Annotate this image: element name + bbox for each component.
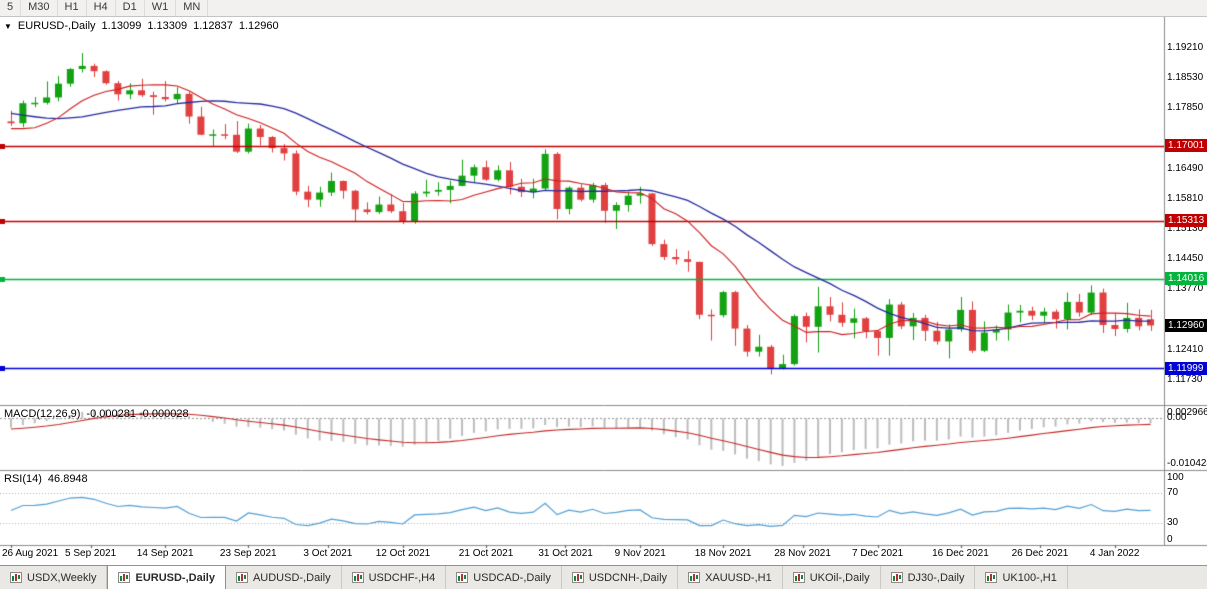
date-label: 31 Oct 2021: [538, 548, 593, 559]
chart-icon: [792, 572, 805, 583]
chart-tab-uk100-h1[interactable]: UK100-,H1: [975, 566, 1068, 589]
rsi-axis-label: 70: [1167, 487, 1179, 499]
timeframe-button-5[interactable]: 5: [0, 0, 22, 16]
date-label: 12 Oct 2021: [375, 548, 431, 559]
chart-icon: [985, 572, 998, 583]
timeframe-button-mn[interactable]: MN: [176, 0, 209, 16]
timeframe-button-m30[interactable]: M30: [21, 0, 58, 16]
ohlc-high: 1.13309: [147, 20, 188, 32]
chart-icon: [235, 572, 248, 583]
timeframe-button-d1[interactable]: D1: [116, 0, 145, 16]
price-tick-label: 1.12410: [1167, 343, 1204, 355]
chart-tab-xauusd-h1[interactable]: XAUUSD-,H1: [678, 566, 783, 589]
date-label: 23 Sep 2021: [219, 548, 277, 559]
date-label: 5 Sep 2021: [65, 548, 117, 559]
tab-label: UK100-,H1: [1002, 571, 1057, 584]
price-tick-label: 1.16490: [1167, 162, 1204, 174]
date-label: 26 Dec 2021: [1011, 548, 1069, 559]
chart-icon: [688, 572, 701, 583]
tab-label: DJ30-,Daily: [907, 571, 965, 584]
chart-tab-usdx-weekly[interactable]: USDX,Weekly: [0, 566, 108, 589]
macd-values: -0.000281 -0.000028: [86, 408, 189, 420]
date-label: 21 Oct 2021: [458, 548, 514, 559]
price-line-badge[interactable]: 1.15313: [1165, 214, 1207, 228]
chart-tab-ukoil-daily[interactable]: UKOil-,Daily: [783, 566, 881, 589]
symbol-marker-icon: ▼: [4, 21, 12, 31]
rsi-axis-label: 0: [1167, 534, 1173, 545]
chart-tab-usdcnh-daily[interactable]: USDCNH-,Daily: [562, 566, 679, 589]
tab-label: AUDUSD-,Daily: [252, 571, 331, 584]
chart-symbol-period: EURUSD-,Daily: [17, 20, 96, 32]
current-price-badge: 1.12960: [1165, 318, 1207, 332]
chart-tab-eurusd-daily[interactable]: EURUSD-,Daily: [107, 566, 226, 589]
date-label: 7 Dec 2021: [852, 548, 904, 559]
timeframe-button-h1[interactable]: H1: [58, 0, 87, 16]
date-label: 26 Aug 2021: [2, 548, 59, 559]
chart-header: ▼ EURUSD-,Daily 1.13099 1.13309 1.12837 …: [4, 20, 279, 32]
tab-label: UKOil-,Daily: [809, 571, 870, 584]
tab-label: USDX,Weekly: [27, 571, 97, 584]
date-label: 4 Jan 2022: [1089, 548, 1140, 559]
chart-tab-audusd-daily[interactable]: AUDUSD-,Daily: [226, 566, 342, 589]
ohlc-close: 1.12960: [238, 20, 279, 32]
date-label: 9 Nov 2021: [614, 548, 666, 559]
date-label: 3 Oct 2021: [303, 548, 353, 559]
tab-label: USDCHF-,H4: [368, 571, 436, 584]
tab-label: XAUUSD-,H1: [705, 571, 772, 584]
tab-label: USDCAD-,Daily: [473, 571, 551, 584]
chart-icon: [351, 572, 364, 583]
rsi-header: RSI(14) 46.8948: [4, 473, 88, 485]
price-tick-label: 1.18530: [1167, 71, 1204, 83]
price-tick-label: 1.17850: [1167, 102, 1204, 114]
rsi-label: RSI(14): [4, 473, 42, 485]
price-tick-label: 1.19210: [1167, 41, 1204, 53]
timeframe-button-w1[interactable]: W1: [145, 0, 177, 16]
price-line-badge[interactable]: 1.11999: [1165, 361, 1207, 375]
macd-axis-max-label: 0.002966: [1167, 407, 1207, 418]
chart-icon: [890, 572, 903, 583]
price-line-badge[interactable]: 1.14016: [1165, 272, 1207, 285]
rsi-axis-label: 30: [1167, 516, 1179, 528]
rsi-axis-label: 100: [1167, 472, 1184, 483]
chart-icon: [118, 572, 131, 583]
rsi-value: 46.8948: [47, 473, 88, 485]
price-tick-label: 1.13770: [1167, 283, 1204, 295]
macd-header: MACD(12,26,9) -0.000281 -0.000028: [4, 408, 189, 420]
chart-area: 1.19210 1.18530 1.17850 1.16490 1.15810 1.151…: [0, 17, 1207, 565]
macd-label: MACD(12,26,9): [4, 408, 81, 420]
chart-tab-usdcad-daily[interactable]: USDCAD-,Daily: [446, 566, 562, 589]
price-tick-label: 1.11730: [1167, 374, 1203, 386]
price-line-badge[interactable]: 1.17001: [1165, 139, 1207, 153]
date-label: 16 Dec 2021: [932, 548, 989, 559]
chart-tab-usdchf-h4[interactable]: USDCHF-,H4: [342, 566, 447, 589]
tab-label: EURUSD-,Daily: [135, 571, 215, 584]
chart-overlay-labels: 1.19210 1.18530 1.17850 1.16490 1.15810 1.151…: [0, 17, 1207, 565]
price-chart-canvas[interactable]: [0, 17, 1207, 565]
macd-axis-min-label: -0.010424: [1167, 458, 1207, 469]
price-tick-label: 1.15810: [1167, 192, 1204, 204]
ohlc-open: 1.13099: [101, 20, 142, 32]
chart-tabs-bar: USDX,Weekly EURUSD-,Daily AUDUSD-,Daily USD…: [0, 565, 1207, 589]
price-tick-label: 1.15130: [1167, 223, 1204, 234]
tab-label: USDCNH-,Daily: [588, 571, 668, 584]
date-label: 28 Nov 2021: [774, 548, 831, 559]
chart-icon: [10, 572, 22, 583]
ohlc-low: 1.12837: [193, 20, 233, 32]
timeframe-toolbar: 5 M30 H1 H4 D1 W1 MN: [0, 0, 1207, 17]
chart-tab-dj30-daily[interactable]: DJ30-,Daily: [881, 566, 976, 589]
chart-icon: [456, 572, 469, 583]
chart-icon: [571, 572, 584, 583]
price-tick-label: 1.14450: [1167, 253, 1204, 265]
timeframe-button-h4[interactable]: H4: [87, 0, 116, 16]
date-label: 18 Nov 2021: [694, 548, 752, 559]
macd-axis-zero-label: 0.00: [1167, 412, 1187, 424]
date-label: 14 Sep 2021: [136, 548, 194, 559]
